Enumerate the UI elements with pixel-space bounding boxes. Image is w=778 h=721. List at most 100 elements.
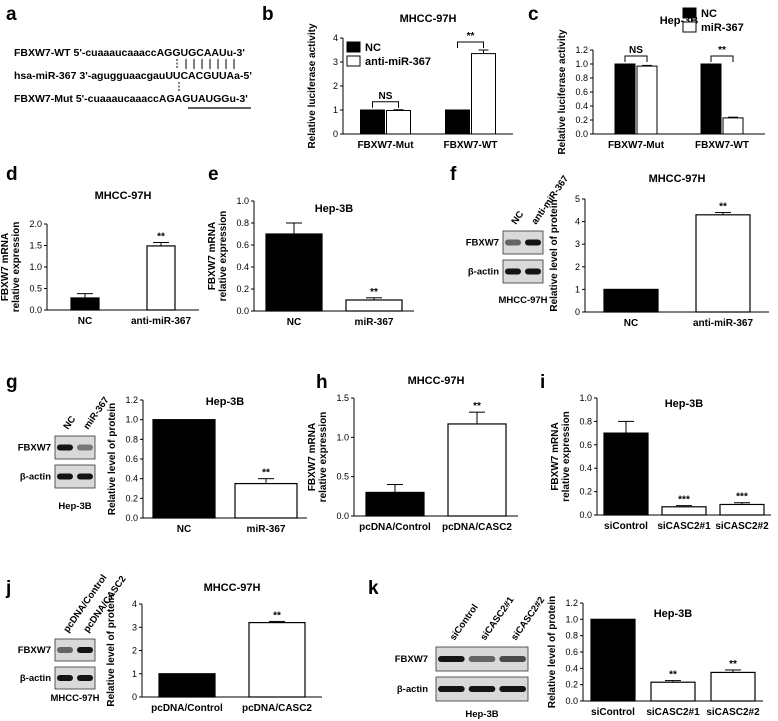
y-tick-label-d: 0.0 [29,305,42,315]
blot-band [505,268,521,275]
blot-protein-label: β-actin [397,684,428,695]
chart-title-f: MHCC-97H [649,173,706,185]
category-label-k: siControl [591,707,635,718]
blot-band [505,239,521,246]
bar-j [158,673,216,698]
y-tick-label-c: 0.4 [575,101,588,111]
y-tick-label-h: 1.5 [336,393,349,403]
bar-c-NC [614,63,636,135]
blot-membrane [54,666,96,690]
y-axis-label-e: relative expression [218,211,229,302]
bar-j [248,621,306,698]
y-tick-label-c: 0.8 [575,73,588,83]
pairing-lines [176,59,235,92]
chart-title-g: Hep-3B [206,396,245,408]
y-tick-label-e: 0.0 [236,306,249,316]
significance-label-b: ** [467,31,475,42]
significance-bracket-c [710,55,734,62]
y-axis-label-b: Relative luciferase activity [307,23,318,149]
y-tick-label-g: 0.8 [125,434,138,444]
chart-k-protein-hep3b: Hep-3B 0.0 0.2 0.4 0.6 0.8 1.0 1.2 Relative leve… [547,596,763,718]
y-tick-label-f: 5 [575,194,580,204]
y-axis-label-j: Relative level of protein [106,594,117,706]
y-tick-label-k: 0.2 [565,680,578,690]
chart-b-luciferase-mhcc97h: MHCC-97H 0 1 2 3 4 Relative luciferase activit… [307,13,513,151]
y-tick-label-g: 0.0 [125,513,138,523]
blot-lane-label: NC [61,414,78,432]
blot-band [57,473,73,480]
panel-letter-d: d [6,164,18,185]
category-label-k: siCASC2#2 [706,707,760,718]
chart-d-mrna-mhcc97h: MHCC-97H 0.0 0.5 1.0 1.5 2.0 FBXW7 mRNA relativ… [0,190,199,327]
blot-protein-label: FBXW7 [18,443,51,454]
blot-protein-label: FBXW7 [466,238,499,249]
blot-protein-label: β-actin [20,472,51,483]
blot-lane-label: siControl [448,602,481,642]
category-label-d: NC [78,316,92,327]
panel-letter-b: b [262,4,274,25]
bar-c-miR-367 [722,117,744,135]
blot-band [499,656,526,662]
bar-h [447,423,507,517]
category-label-c: FBXW7-Mut [608,140,665,151]
y-tick-label-g: 1.0 [125,415,138,425]
category-label-h: pcDNA/Control [359,522,431,533]
panel-letter-c: c [528,4,539,25]
blot-band [77,647,93,653]
bar-e [345,299,403,312]
significance-mark-f: ** [719,202,727,213]
blot-caption: Hep-3B [58,501,91,512]
y-tick-label-k: 0.4 [565,663,578,673]
y-axis-label-e: FBXW7 mRNA [207,222,218,290]
blot-band [438,686,465,692]
category-label-j: pcDNA/CASC2 [242,703,312,714]
panel-letter-k: k [368,578,379,599]
bar-e [265,233,323,312]
legend-label-c: NC [701,8,717,20]
blot-membrane [502,230,544,255]
y-tick-label-c: 1.2 [575,45,588,55]
bar-g [234,482,298,519]
category-label-k: siCASC2#1 [646,707,700,718]
panel-letter-j: j [5,578,11,599]
y-tick-label-g: 0.6 [125,454,138,464]
y-tick-label-b: 3 [333,57,338,67]
significance-label-c: NS [629,45,643,56]
y-axis-label-f: Relative level of protein [549,199,560,311]
bar-i [661,506,707,516]
y-tick-label-e: 1.0 [236,196,249,206]
chart-title-e: Hep-3B [315,203,354,215]
blot-band [438,656,465,662]
category-label-d: anti-miR-367 [131,316,191,327]
blot-protein-label: FBXW7 [18,645,51,656]
y-tick-label-k: 0.8 [565,631,578,641]
y-axis-label-g: Relative level of protein [107,403,118,515]
significance-mark-i: *** [678,495,690,506]
bar-b-NC [360,109,385,135]
legend-label-b: anti-miR-367 [365,56,431,68]
chart-title-k: Hep-3B [654,608,693,620]
y-tick-label-e: 0.8 [236,218,249,228]
category-label-i: siCASC2#1 [657,521,711,532]
significance-bracket-b [372,101,399,108]
y-tick-label-d: 1.0 [29,262,42,272]
y-tick-label-i: 0.0 [579,510,592,520]
chart-j-protein-mhcc97h: MHCC-97H 0 1 2 3 4 Relative level of protein pc… [106,582,322,714]
blot-band [525,268,541,275]
y-tick-label-j: 3 [132,622,137,632]
bar-k [710,671,756,702]
significance-bracket-b [457,41,484,48]
blot-band [57,444,73,451]
significance-mark-j: ** [273,610,281,621]
blot-protein-label: β-actin [468,267,499,278]
y-axis-label-d: FBXW7 mRNA [0,233,11,301]
y-tick-label-e: 0.2 [236,284,249,294]
y-tick-label-k: 0.0 [565,696,578,706]
y-tick-label-g: 0.4 [125,474,138,484]
chart-title-d: MHCC-97H [95,190,152,202]
seq-row-mut: FBXW7-Mut 5'-cuaaaucaaaccAGAGUAUGGu-3' [14,93,248,105]
y-tick-label-e: 0.6 [236,240,249,250]
